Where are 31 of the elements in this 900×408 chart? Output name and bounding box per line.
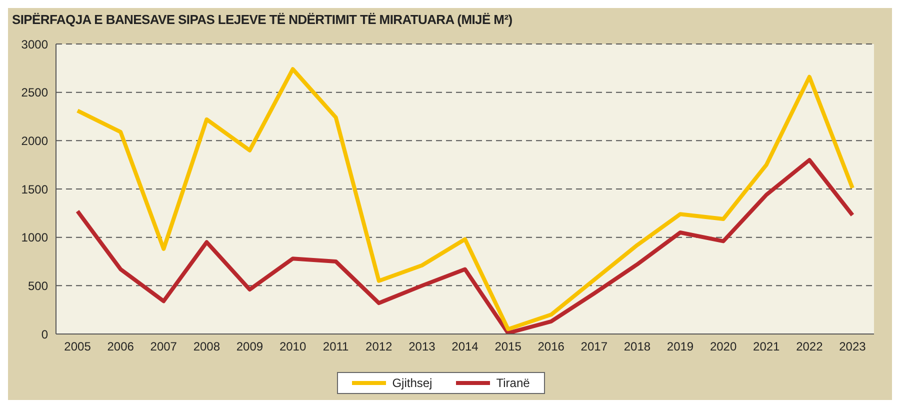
chart-title: SIPËRFAQJA E BANESAVE SIPAS LEJEVE TË NDËRTIMIT TË MIRATUARA (MIJË M²) xyxy=(12,12,512,27)
x-tick-label: 2006 xyxy=(107,340,134,354)
x-tick-label: 2022 xyxy=(796,340,824,354)
y-tick-label: 3000 xyxy=(21,37,48,52)
x-tick-label: 2009 xyxy=(236,340,264,354)
x-tick-label: 2018 xyxy=(624,340,651,354)
x-tick-label: 2005 xyxy=(64,340,92,354)
x-tick-label: 2016 xyxy=(538,340,565,354)
y-tick-label: 500 xyxy=(28,278,48,293)
x-tick-label: 2023 xyxy=(839,340,866,354)
x-tick-label: 2021 xyxy=(753,340,780,354)
x-tick-label: 2007 xyxy=(150,340,178,354)
x-tick-label: 2020 xyxy=(710,340,737,354)
line-series xyxy=(76,158,854,334)
x-tick-label: 2019 xyxy=(666,340,694,354)
y-tick-label: 2500 xyxy=(21,86,48,100)
x-tick-label: 2010 xyxy=(279,340,306,354)
y-tick-label: 1500 xyxy=(21,182,48,196)
x-tick-label: 2015 xyxy=(494,340,522,354)
y-tick-label: 0 xyxy=(41,327,48,342)
y-tick-label: 1000 xyxy=(21,230,48,245)
x-tick-label: 2013 xyxy=(408,340,436,354)
y-tick-label: 2000 xyxy=(21,134,48,148)
x-tick-label: 2017 xyxy=(580,340,608,354)
x-tick-label: 2008 xyxy=(193,340,220,354)
x-tick-label: 2014 xyxy=(452,340,479,354)
line-series xyxy=(76,67,854,332)
x-tick-label: 2012 xyxy=(366,340,393,354)
legend-label: Gjithsej xyxy=(391,376,432,390)
legend-label: Tiranë xyxy=(495,376,530,390)
x-tick-label: 2011 xyxy=(322,340,350,354)
